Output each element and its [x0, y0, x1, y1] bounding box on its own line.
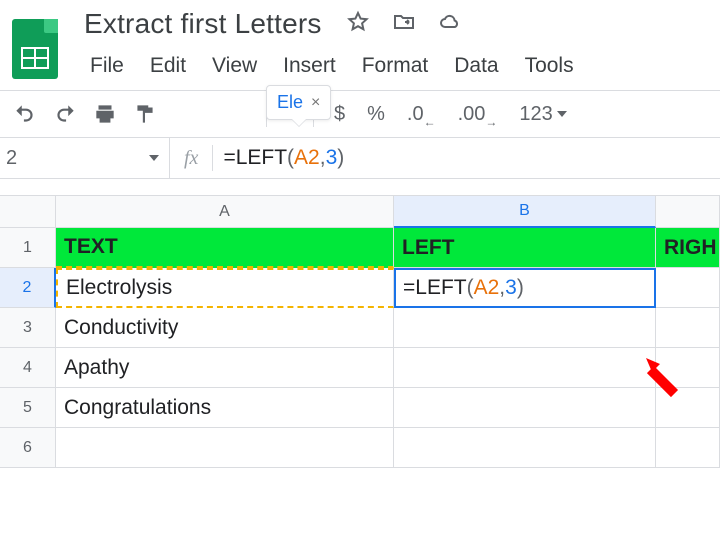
fx-icon: fx [170, 147, 212, 170]
tooltip-close-icon[interactable]: × [311, 94, 320, 112]
cell-b6[interactable] [394, 428, 656, 468]
print-button[interactable] [90, 101, 120, 127]
column-header-c[interactable] [656, 196, 720, 228]
column-header-a[interactable]: A [56, 196, 394, 228]
cell-b2-editing[interactable]: =LEFT(A2,3) [394, 268, 656, 308]
formula-bar-input[interactable]: =LEFT(A2,3) [213, 146, 344, 170]
menu-format[interactable]: Format [356, 52, 435, 80]
cell-c3[interactable] [656, 308, 720, 348]
menu-file[interactable]: File [84, 52, 130, 80]
spreadsheet-grid[interactable]: A B 1 TEXT LEFT RIGH 2 Electrolysis =LEF… [0, 195, 720, 468]
currency-button[interactable]: $ [328, 103, 351, 126]
column-header-b[interactable]: B [394, 196, 656, 228]
paint-format-button[interactable] [130, 101, 160, 127]
cell-a4[interactable]: Apathy [56, 348, 394, 388]
tooltip-text: Ele [277, 92, 303, 113]
cell-a2[interactable]: Electrolysis [56, 268, 394, 308]
undo-button[interactable] [10, 101, 40, 127]
move-icon[interactable] [392, 10, 416, 39]
name-box-value: 2 [6, 147, 17, 170]
row-header-3[interactable]: 3 [0, 308, 56, 348]
number-format-dropdown[interactable]: 123 [513, 103, 572, 126]
cell-b1[interactable]: LEFT [394, 228, 656, 268]
cell-b4[interactable] [394, 348, 656, 388]
sheets-app-icon[interactable] [12, 19, 58, 79]
menu-insert[interactable]: Insert [277, 52, 342, 80]
row-header-5[interactable]: 5 [0, 388, 56, 428]
annotation-arrow-icon [640, 352, 692, 404]
menu-data[interactable]: Data [448, 52, 504, 80]
cell-a1[interactable]: TEXT [56, 228, 394, 268]
increase-decimal-button[interactable]: .00→ [452, 103, 504, 126]
cloud-status-icon[interactable] [438, 10, 462, 39]
redo-button[interactable] [50, 101, 80, 127]
toolbar: $ % .0← .00→ 123 Ele × [0, 91, 720, 137]
cell-c2[interactable] [656, 268, 720, 308]
row-header-6[interactable]: 6 [0, 428, 56, 468]
document-title[interactable]: Extract first Letters [84, 8, 322, 40]
cell-a5[interactable]: Congratulations [56, 388, 394, 428]
row-header-1[interactable]: 1 [0, 228, 56, 268]
menubar: File Edit View Insert Format Data Tools [84, 48, 580, 90]
menu-edit[interactable]: Edit [144, 52, 192, 80]
select-all-corner[interactable] [0, 196, 56, 228]
row-header-2[interactable]: 2 [0, 268, 56, 308]
name-box[interactable]: 2 [0, 138, 170, 178]
cell-b3[interactable] [394, 308, 656, 348]
cell-a6[interactable] [56, 428, 394, 468]
row-header-4[interactable]: 4 [0, 348, 56, 388]
percent-button[interactable]: % [361, 103, 391, 126]
menu-view[interactable]: View [206, 52, 263, 80]
cell-a3[interactable]: Conductivity [56, 308, 394, 348]
name-box-dropdown-icon[interactable] [149, 155, 159, 161]
cell-b5[interactable] [394, 388, 656, 428]
decrease-decimal-button[interactable]: .0← [401, 103, 442, 126]
star-icon[interactable] [346, 10, 370, 39]
menu-tools[interactable]: Tools [519, 52, 580, 80]
formula-suggestion-tooltip: Ele × [266, 85, 331, 120]
cell-c1[interactable]: RIGH [656, 228, 720, 268]
cell-c6[interactable] [656, 428, 720, 468]
